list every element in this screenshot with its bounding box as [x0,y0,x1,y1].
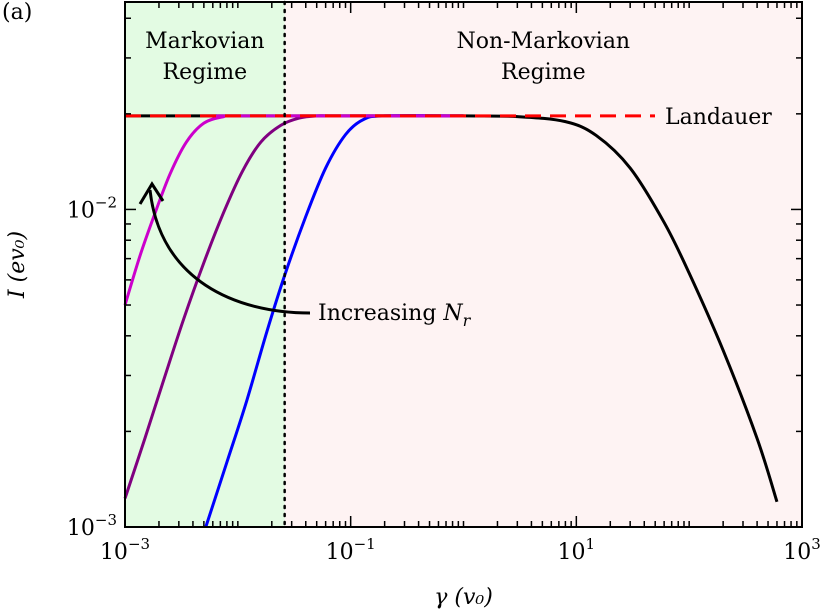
landauer-label: Landauer [665,105,772,130]
region-label-non-markovian-1: Regime [501,60,586,85]
x-axis-label: γ (v₀) [434,585,493,610]
x-tick-label-2: 101 [558,535,596,565]
y-tick-label-0: 10−3 [67,511,117,541]
annotation-arrow [148,189,311,315]
region-label-markovian-1: Regime [163,60,248,85]
annotation-text: Increasing Nr [318,301,472,330]
region-markovian [125,2,285,527]
y-tick-label-1: 10−2 [67,193,117,223]
x-tick-label-3: 103 [783,535,821,565]
region-non-markovian [284,2,803,527]
x-tick-label-0: 10−3 [100,535,150,565]
y-axis-label: I (ev₀) [5,231,30,299]
region-label-non-markovian-0: Non-Markovian [457,29,631,54]
x-tick-label-1: 10−1 [326,535,376,565]
region-label-markovian-0: Markovian [145,29,265,54]
panel-label: (a) [2,0,33,25]
annotation-arrowhead [138,181,165,205]
